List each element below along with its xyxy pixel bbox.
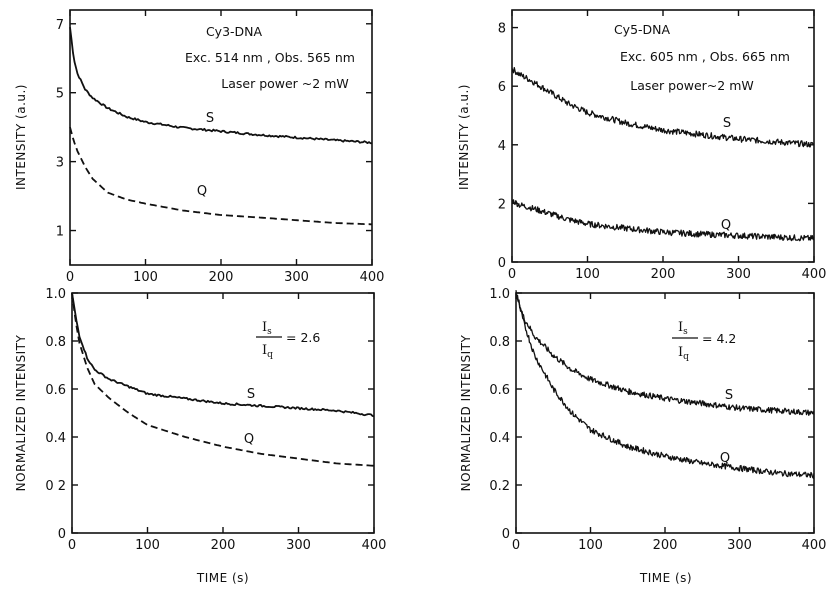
annotation-laser-power: Laser power ~2 mW — [221, 76, 348, 91]
series-label-s: S — [247, 387, 255, 402]
y-tick-labels: 0 2 4 6 8 — [498, 22, 814, 271]
x-tick-labels: 0 100 200 300 400 — [68, 293, 387, 553]
ratio-numerator: Is — [262, 320, 272, 337]
series-line-s — [515, 290, 815, 416]
x-tick-label: 0 — [508, 267, 516, 282]
panel-cy3-normalized: 0 100 200 300 400 0 0 2 0.4 0.6 0.8 1.0 NORMALIZE… — [14, 287, 386, 585]
series-label-q: Q — [197, 184, 207, 199]
y-tick-labels: 0 0.2 0.4 0.6 0.8 1.0 — [489, 287, 814, 542]
y-tick-label: 2 — [498, 197, 506, 212]
annotation-sample: Cy5-DNA — [614, 22, 671, 37]
y-tick-label: 0.6 — [489, 383, 510, 398]
x-tick-label: 100 — [133, 270, 158, 285]
x-tick-label: 400 — [362, 538, 387, 553]
y-tick-label: 0 — [502, 527, 510, 542]
annotation-wavelengths: Exc. 514 nm , Obs. 565 nm — [185, 50, 355, 65]
ratio-denominator: Iq — [262, 343, 273, 360]
x-tick-labels: 0 100 200 300 400 — [508, 10, 826, 282]
ratio-value: = 4.2 — [702, 331, 736, 346]
x-axis-title: TIME (s) — [639, 571, 692, 585]
series-label-q: Q — [720, 451, 730, 466]
plot-frame — [69, 9, 373, 266]
x-axis-title: TIME (s) — [196, 571, 249, 585]
y-tick-label: 3 — [56, 156, 64, 171]
series-lines — [511, 66, 815, 242]
annotation-laser-power: Laser power~2 mW — [630, 78, 754, 93]
x-tick-label: 400 — [802, 267, 826, 282]
series-line-q — [69, 126, 372, 226]
series-label-q: Q — [244, 432, 254, 447]
series-line-s — [69, 27, 373, 145]
series-line-q — [71, 292, 375, 467]
x-tick-label: 0 — [512, 538, 520, 553]
x-tick-label: 100 — [575, 267, 600, 282]
y-tick-label: 8 — [498, 22, 506, 37]
y-tick-label: 6 — [498, 80, 506, 95]
y-axis-title: NORMALIZED INTENSITY — [14, 335, 28, 492]
y-tick-label: 0.8 — [489, 335, 510, 350]
y-tick-label: 1.0 — [45, 287, 66, 302]
y-tick-label: 0.2 — [489, 479, 510, 494]
series-line-s — [511, 66, 815, 148]
y-tick-label: 0 — [498, 256, 506, 271]
y-tick-label: 0.6 — [45, 383, 66, 398]
y-tick-label: 0.4 — [489, 431, 510, 446]
y-tick-label: 0.4 — [45, 431, 66, 446]
x-tick-label: 200 — [209, 270, 234, 285]
series-lines — [71, 292, 375, 467]
panel-cy5-intensity: 0 100 200 300 400 0 2 4 6 8 INTENSITY (a.u.) Cy5… — [457, 9, 826, 282]
x-tick-label: 100 — [135, 538, 160, 553]
y-tick-labels: 0 0 2 0.4 0.6 0.8 1.0 — [45, 287, 374, 542]
series-line-q — [511, 199, 815, 242]
ratio-annotation: Is Iq = 4.2 — [672, 320, 736, 362]
x-tick-labels: 0 100 200 300 400 — [66, 10, 385, 285]
series-label-q: Q — [721, 218, 731, 233]
ratio-annotation: Is Iq = 2.6 — [256, 320, 320, 360]
y-axis-title: INTENSITY (a.u.) — [14, 84, 28, 190]
series-label-s: S — [723, 116, 731, 131]
series-label-s: S — [206, 111, 214, 126]
y-tick-label: 0.8 — [45, 335, 66, 350]
ratio-numerator: Is — [678, 320, 688, 337]
x-tick-label: 200 — [651, 267, 676, 282]
plot-frame — [71, 292, 375, 534]
y-tick-label: 1.0 — [489, 287, 510, 302]
x-tick-labels: 0 100 200 300 400 — [512, 293, 826, 553]
x-tick-label: 400 — [802, 538, 826, 553]
ratio-denominator: Iq — [678, 345, 689, 362]
y-tick-labels: 1 3 5 7 — [56, 18, 372, 240]
x-tick-label: 300 — [726, 267, 751, 282]
series-lines — [515, 290, 815, 479]
y-tick-label: 4 — [498, 139, 506, 154]
y-tick-label: 0 — [58, 527, 66, 542]
y-tick-label: 1 — [56, 225, 64, 240]
x-tick-label: 100 — [578, 538, 603, 553]
annotation-sample: Cy3-DNA — [206, 24, 263, 39]
y-tick-label: 0 2 — [45, 479, 66, 494]
y-tick-label: 5 — [56, 87, 64, 102]
x-tick-label: 300 — [727, 538, 752, 553]
panel-cy5-normalized: 0 100 200 300 400 0 0.2 0.4 0.6 0.8 1.0 NORMALIZE… — [459, 287, 826, 585]
y-axis-title: INTENSITY (a.u.) — [457, 84, 471, 190]
series-line-q — [515, 292, 815, 479]
series-lines — [69, 27, 373, 226]
y-axis-title: NORMALIZED INTENSITY — [459, 335, 473, 492]
x-tick-label: 200 — [211, 538, 236, 553]
y-tick-label: 7 — [56, 18, 64, 33]
series-label-s: S — [725, 388, 733, 403]
annotation-wavelengths: Exc. 605 nm , Obs. 665 nm — [620, 49, 790, 64]
x-tick-label: 400 — [360, 270, 385, 285]
plot-frame — [511, 9, 815, 263]
series-line-s — [71, 292, 375, 418]
ratio-value: = 2.6 — [286, 330, 320, 345]
panel-cy3-intensity: 0 100 200 300 400 1 3 5 7 INTENSITY (a.u.) Cy3-… — [14, 9, 385, 285]
x-tick-label: 300 — [284, 270, 309, 285]
x-tick-label: 0 — [68, 538, 76, 553]
x-tick-label: 300 — [286, 538, 311, 553]
x-tick-label: 0 — [66, 270, 74, 285]
x-tick-label: 200 — [653, 538, 678, 553]
